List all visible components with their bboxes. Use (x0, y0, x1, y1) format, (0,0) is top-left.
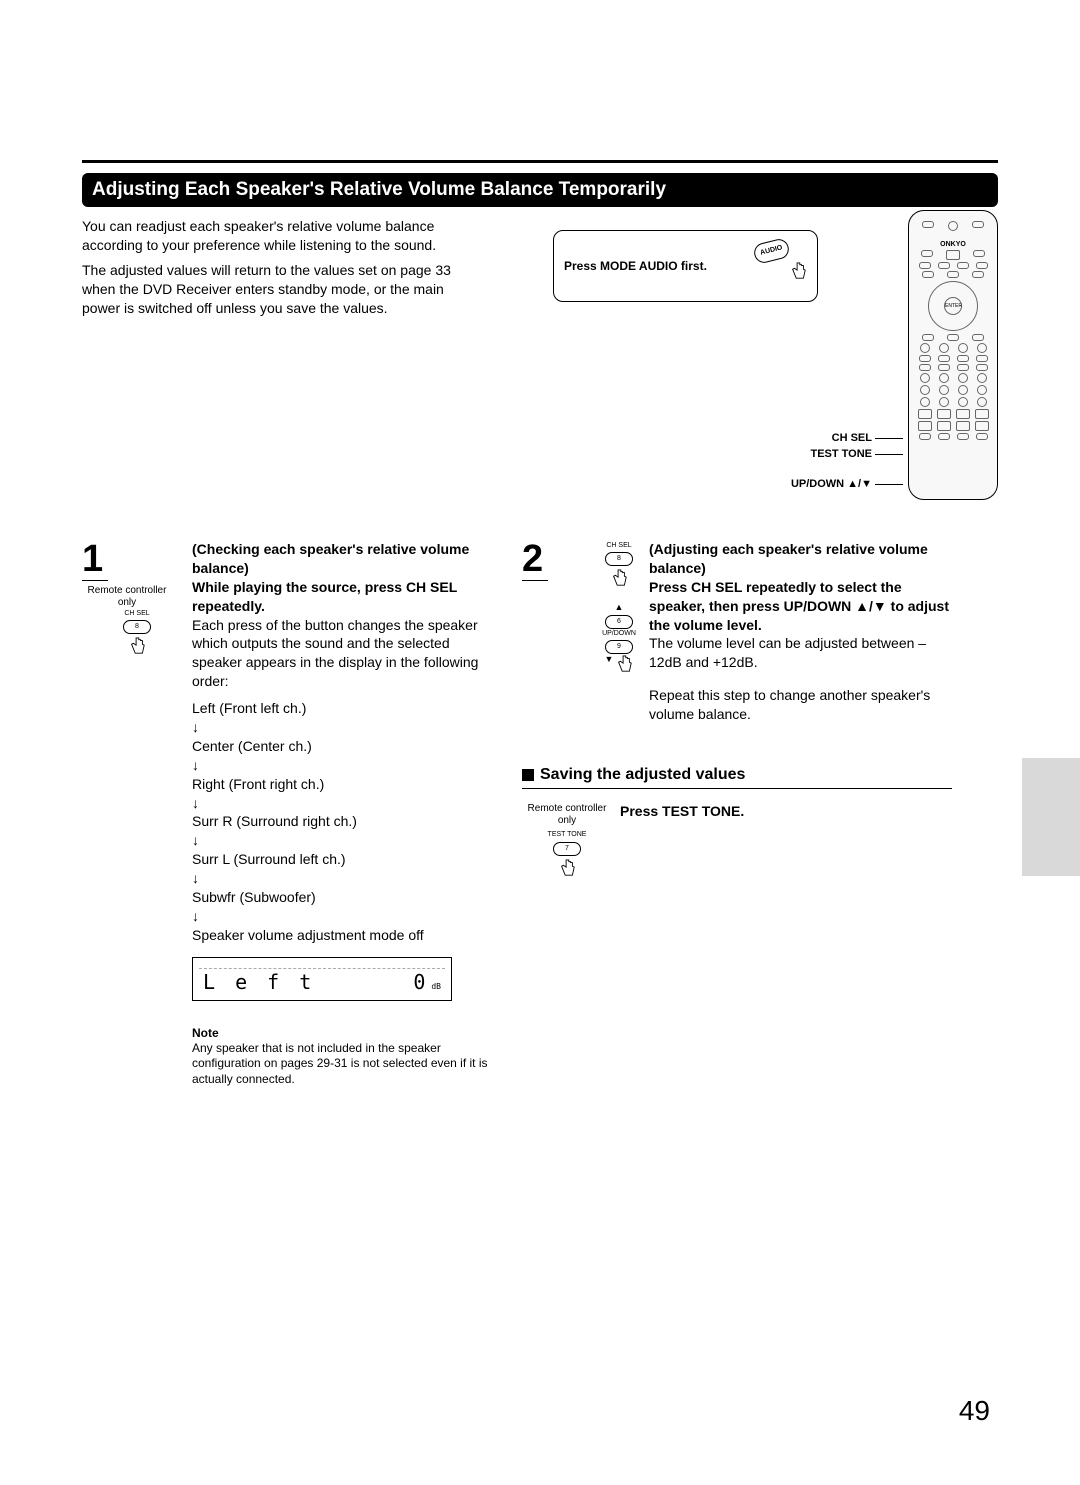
top-rule (82, 160, 998, 163)
hand-icon (128, 636, 146, 656)
ch-sel-label: CH SEL (597, 542, 641, 549)
remote-illustration: ONKYO ENTER (908, 210, 998, 500)
ch-sel-button-icon: 8 (605, 552, 633, 566)
seq-item: Speaker volume adjustment mode off (192, 926, 502, 945)
test-tone-label: TEST TONE (522, 831, 612, 839)
steps-area: 1 Remote controller only CH SEL 8 (Check… (82, 540, 998, 1088)
step1-heading2: While playing the source, press CH SEL r… (192, 578, 502, 616)
step1-remote-only: Remote controller only (82, 585, 172, 609)
intro-p2: The adjusted values will return to the v… (82, 261, 477, 318)
saving-heading: Saving the adjusted values (540, 766, 745, 784)
up-button-icon: 6 (605, 615, 633, 629)
hand-icon (615, 654, 633, 674)
note-body: Any speaker that is not included in the … (192, 1041, 502, 1088)
step1-heading1: (Checking each speaker's relative volume… (192, 540, 502, 578)
up-triangle-icon: ▲ (597, 602, 641, 612)
seq-item: Surr R (Surround right ch.) (192, 812, 502, 831)
seq-item: Left (Front left ch.) (192, 699, 502, 718)
lcd-right-text: 0 (413, 970, 429, 994)
dpad-icon: ENTER (928, 281, 978, 331)
lcd-left-text: L e f t (203, 969, 315, 996)
step2-body1: The volume level can be adjusted between… (649, 634, 952, 672)
arrow-down-icon: ↓ (192, 869, 502, 888)
hand-icon (610, 568, 628, 588)
down-button-icon: 9 (605, 640, 633, 654)
arrow-down-icon: ↓ (192, 756, 502, 775)
lcd-display: L e f t 0dB (192, 957, 452, 1001)
down-triangle-icon: ▼ (605, 654, 614, 674)
step2-body2: Repeat this step to change another speak… (649, 686, 952, 724)
speaker-sequence: Left (Front left ch.) ↓ Center (Center c… (192, 699, 502, 945)
arrow-down-icon: ↓ (192, 794, 502, 813)
lcd-unit: dB (431, 982, 441, 991)
step1-body: Each press of the button changes the spe… (192, 616, 502, 692)
remote-labels: CH SEL TEST TONE UP/DOWN ▲/▼ (791, 432, 903, 494)
step1-number: 1 (82, 540, 108, 581)
intro-p1: You can readjust each speaker's relative… (82, 217, 477, 255)
step1-btn-label: CH SEL (115, 610, 159, 617)
arrow-down-icon: ↓ (192, 907, 502, 926)
seq-item: Right (Front right ch.) (192, 775, 502, 794)
hand-icon (558, 858, 576, 878)
mode-audio-text: Press MODE AUDIO first. (564, 259, 707, 273)
hand-icon (789, 261, 807, 281)
step2-number: 2 (522, 540, 548, 581)
note-heading: Note (192, 1025, 502, 1041)
side-tab (1022, 758, 1080, 876)
mode-audio-box: Press MODE AUDIO first. AUDIO (553, 230, 818, 302)
remote-brand: ONKYO (915, 241, 991, 248)
seq-item: Center (Center ch.) (192, 737, 502, 756)
saving-instruction: Press TEST TONE. (620, 803, 744, 878)
saving-section: Saving the adjusted values Remote contro… (522, 766, 952, 878)
audio-button-icon: AUDIO (752, 237, 791, 265)
page-title: Adjusting Each Speaker's Relative Volume… (82, 173, 998, 207)
square-bullet-icon (522, 769, 534, 781)
test-tone-label: TEST TONE (810, 448, 872, 460)
updown-label: UP/DOWN (597, 630, 641, 637)
step2-heading2: Press CH SEL repeatedly to select the sp… (649, 578, 952, 635)
seq-item: Surr L (Surround left ch.) (192, 850, 502, 869)
arrow-down-icon: ↓ (192, 831, 502, 850)
up-down-label: UP/DOWN ▲/▼ (791, 478, 872, 490)
saving-remote-only: Remote controller only (522, 803, 612, 827)
page-number: 49 (959, 1395, 990, 1427)
ch-sel-button-icon: 8 (123, 620, 151, 634)
arrow-down-icon: ↓ (192, 718, 502, 737)
intro-text: You can readjust each speaker's relative… (82, 217, 477, 317)
seq-item: Subwfr (Subwoofer) (192, 888, 502, 907)
diagram-area: Press MODE AUDIO first. AUDIO ONKYO ENTE… (553, 210, 998, 510)
test-tone-button-icon: 7 (553, 842, 581, 856)
step2-heading1: (Adjusting each speaker's relative volum… (649, 540, 952, 578)
ch-sel-label: CH SEL (832, 432, 872, 444)
